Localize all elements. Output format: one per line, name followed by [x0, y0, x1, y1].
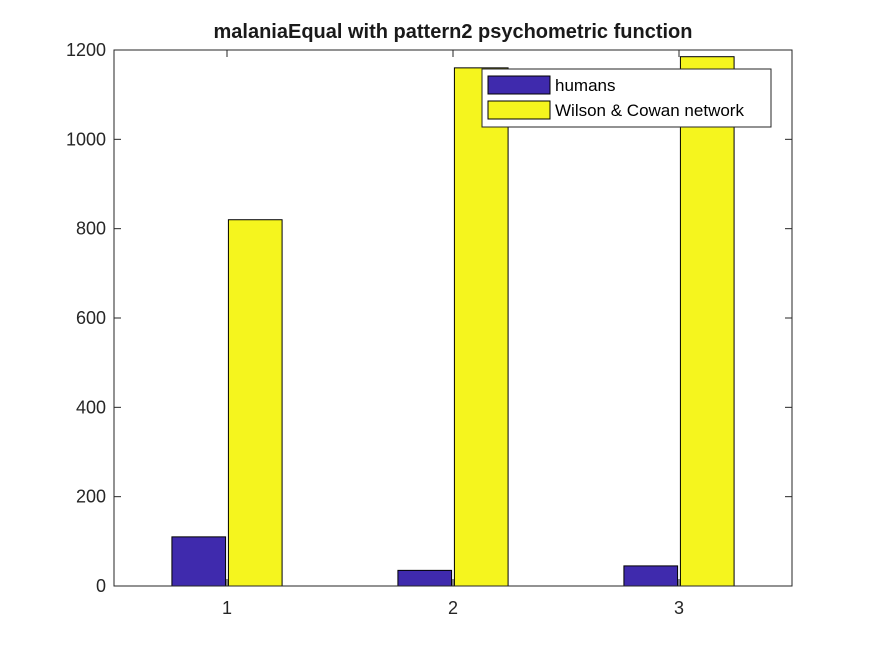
legend: humans Wilson & Cowan network — [482, 69, 771, 127]
bar-network-1 — [228, 220, 282, 586]
x-tick-label: 3 — [674, 598, 684, 618]
y-tick-label: 200 — [76, 487, 106, 507]
legend-label: Wilson & Cowan network — [555, 101, 744, 120]
bars-layer — [172, 57, 734, 586]
bar-humans-3 — [624, 566, 678, 586]
x-tick-label: 2 — [448, 598, 458, 618]
bar-humans-1 — [172, 537, 226, 586]
bar-network-2 — [454, 68, 508, 586]
bar-network-3 — [680, 57, 734, 586]
y-tick-label: 600 — [76, 308, 106, 328]
y-tick-label: 0 — [96, 576, 106, 596]
y-tick-label: 1200 — [66, 40, 106, 60]
bar-humans-2 — [398, 570, 452, 586]
y-tick-label: 800 — [76, 219, 106, 239]
y-tick-label: 1000 — [66, 129, 106, 149]
legend-label: humans — [555, 76, 615, 95]
legend-swatch — [488, 101, 550, 119]
chart-title: malaniaEqual with pattern2 psychometric … — [214, 21, 693, 43]
y-tick-label: 400 — [76, 397, 106, 417]
legend-swatch — [488, 76, 550, 94]
x-tick-label: 1 — [222, 598, 232, 618]
